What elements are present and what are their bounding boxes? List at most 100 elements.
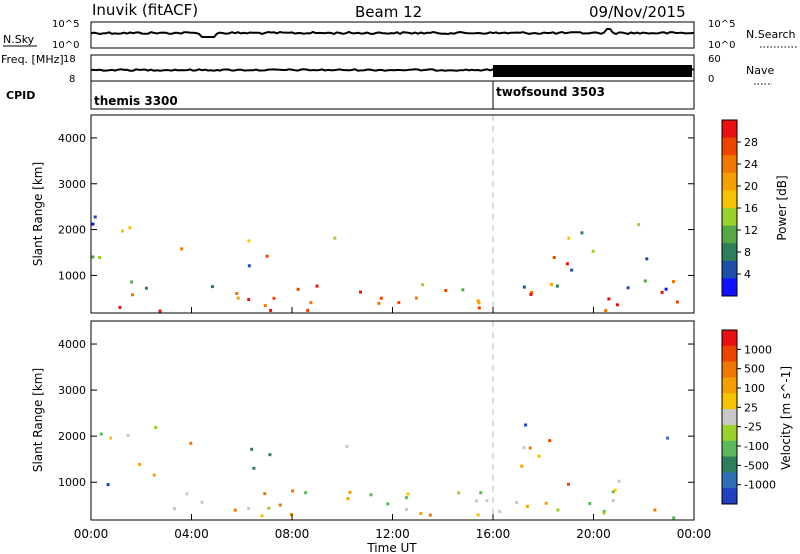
velocity-data-cell: [525, 504, 529, 508]
power-data-cell: [309, 301, 313, 305]
velocity-data-cell: [346, 497, 350, 501]
power-data-cell: [93, 215, 97, 219]
velocity-colorbar-tick-label: -100: [744, 440, 769, 453]
noise-frame: [90, 21, 695, 49]
power-colorbar-swatch: [722, 120, 737, 139]
power-data-cell: [211, 285, 214, 289]
power-data-cell: [555, 284, 559, 288]
power-colorbar-tick-label: 4: [744, 268, 751, 281]
power-data-cell: [637, 223, 641, 227]
power-data-cell: [315, 284, 319, 288]
power-data-cell: [414, 296, 418, 300]
power-data-cells: [91, 215, 679, 313]
velocity-data-cell: [348, 490, 352, 494]
velocity-colorbar-tick-label: 500: [744, 363, 765, 376]
power-data-cell: [664, 287, 668, 291]
velocity-ylabel: Slant Range [km]: [31, 368, 45, 472]
power-data-cell: [379, 296, 383, 300]
power-data-cell: [247, 239, 251, 243]
velocity-data-cell: [556, 508, 560, 512]
power-data-cell: [263, 304, 267, 308]
velocity-colorbar-label: Velocity [m s^-1]: [779, 366, 793, 470]
velocity-colorbar-tick-label: -25: [744, 421, 762, 434]
power-data-cell: [616, 303, 619, 307]
power-data-cell: [477, 306, 481, 310]
velocity-colorbar-swatch: [722, 409, 737, 426]
velocity-data-cell: [99, 432, 103, 436]
power-frame: [90, 114, 695, 314]
power-data-cell: [265, 254, 269, 258]
velocity-data-cell: [126, 434, 130, 437]
velocity-data-cell: [520, 464, 524, 468]
time-tick-label: 12:00: [375, 527, 410, 541]
power-ytick-label: 1000: [58, 269, 86, 282]
velocity-colorbar-tick-label: -500: [744, 459, 769, 472]
power-colorbar-swatch: [722, 243, 737, 262]
power-data-cell: [645, 257, 649, 261]
velocity-data-cell: [611, 499, 615, 502]
power-data-cell: [377, 301, 381, 305]
velocity-colorbar-tick-label: -1000: [744, 479, 776, 492]
velocity-colorbar-swatch: [722, 377, 737, 394]
power-data-cell: [530, 291, 534, 294]
time-tick-label: 08:00: [275, 527, 310, 541]
noise-panel: N.Sky 10^5 10^0 10^5 10^0 N.Search: [3, 19, 798, 51]
cpid-label: CPID: [6, 89, 35, 102]
time-tick-label: 00:00: [677, 527, 712, 541]
velocity-data-cell: [544, 501, 548, 505]
power-data-cell: [552, 256, 556, 259]
velocity-axis: 1000 2000 3000 4000: [58, 338, 694, 489]
cpid-panel: CPID themis 3300 twofsound 3503: [6, 80, 695, 110]
velocity-data-cell: [345, 444, 349, 448]
time-tick-label: 04:00: [174, 527, 209, 541]
power-colorbar-swatch: [722, 137, 737, 156]
velocity-data-cell: [457, 491, 461, 495]
velocity-data-cell: [233, 508, 237, 512]
velocity-data-cell: [524, 423, 528, 427]
power-ytick-label: 3000: [58, 178, 86, 191]
cpid-frame: [90, 80, 695, 110]
time-axis-label: Time UT: [366, 541, 417, 554]
velocity-colorbar-swatch: [722, 330, 737, 347]
velocity-data-cell: [611, 490, 615, 494]
velocity-data-cell: [200, 500, 204, 504]
velocity-data-cell: [602, 511, 606, 515]
velocity-data-cell: [653, 508, 657, 512]
power-data-cell: [272, 296, 276, 300]
velocity-ytick-label: 2000: [58, 430, 86, 443]
velocity-colorbar-swatch: [722, 472, 737, 489]
power-colorbar-tick-label: 12: [744, 224, 758, 237]
power-data-cell: [131, 293, 134, 297]
velocity-colorbar-label-text: Velocity [m s^-1]: [779, 366, 793, 470]
date-title: 09/Nov/2015: [589, 3, 686, 21]
frequency-ytick-bottom: 8: [69, 74, 75, 85]
station-title: Inuvik (fitACF): [92, 1, 198, 19]
power-colorbar-tick-label: 8: [744, 246, 751, 259]
velocity-ytick-label: 3000: [58, 384, 86, 397]
power-data-cell: [643, 279, 647, 283]
velocity-colorbar-tick-label: 25: [744, 401, 758, 414]
power-data-cell: [607, 297, 611, 301]
nave-right-label: Nave: [746, 64, 774, 77]
power-data-cell: [236, 296, 240, 300]
velocity-data-cell: [250, 447, 254, 451]
velocity-data-cell: [419, 512, 423, 515]
velocity-data-cell: [154, 426, 158, 429]
power-ylabel: Slant Range [km]: [31, 162, 45, 266]
power-data-cell: [565, 262, 569, 266]
time-tick-label: 20:00: [576, 527, 611, 541]
velocity-data-cell: [291, 489, 295, 493]
velocity-colorbar-swatches: [722, 330, 737, 505]
power-data-cell: [120, 229, 124, 233]
power-data-cell: [660, 290, 664, 294]
power-data-cell: [604, 309, 608, 312]
velocity-data-cell: [406, 492, 410, 496]
time-tick-label: 00:00: [74, 527, 109, 541]
frequency-ytick-top: 18: [63, 54, 76, 65]
velocity-data-cell: [428, 513, 432, 517]
velocity-data-cell: [106, 483, 110, 487]
velocity-data-cell: [247, 506, 250, 510]
velocity-colorbar-swatch: [722, 424, 737, 442]
power-data-cell: [444, 289, 448, 292]
